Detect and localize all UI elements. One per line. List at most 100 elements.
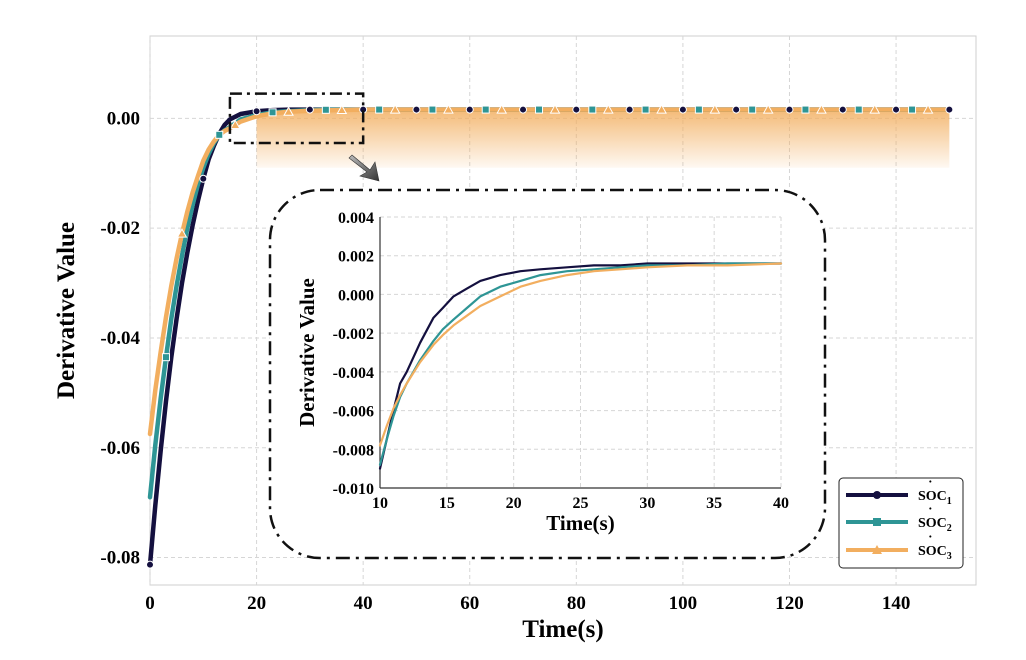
series-2-marker-1 [215, 130, 224, 139]
series-3-marker-0 [176, 228, 188, 238]
series-2-marker-5 [428, 105, 437, 114]
zoom-arrow-shape [348, 154, 380, 182]
series-1-marker-10 [678, 105, 687, 114]
series-2-marker-8 [588, 105, 597, 114]
inset-x-tick-2: 20 [506, 495, 522, 512]
inset-y-tick-7: 0.004 [338, 210, 374, 227]
inset-x-tick-0: 10 [372, 495, 388, 512]
series-1-marker-7 [519, 105, 528, 114]
series-3-marker-7 [549, 104, 561, 114]
y-tick-3: -0.02 [100, 218, 140, 239]
inset-series-line-1 [378, 262, 783, 470]
inset-plot: 10 15 20 25 30 35 40 -0.010 -0.008 -0.006 -0.004 -0… [295, 210, 789, 535]
series-1-marker-12 [785, 105, 794, 114]
main-plot: 0 20 40 60 80 100 120 140-0.08-0.06-0.04-0.020.… [53, 35, 977, 643]
series-2-marker-6 [481, 105, 490, 114]
legend-entry-1: SOC1 ˙ [846, 479, 952, 507]
inset-y-tick-5: 0.000 [338, 287, 374, 304]
inset-frame-rect [268, 188, 827, 560]
legend-accent-3: ˙ [928, 534, 933, 549]
series-2-marker-11 [748, 105, 757, 114]
inset-y-tick-0: -0.010 [333, 481, 374, 498]
inset-y-tick-6: 0.002 [338, 249, 374, 266]
zoom-rect [228, 92, 365, 145]
x-tick-2: 40 [354, 593, 373, 614]
inset-x-tick-5: 35 [706, 495, 722, 512]
series-1-marker-13 [838, 105, 847, 114]
y-tick-0: -0.08 [100, 548, 140, 569]
series-3-marker-3 [336, 104, 348, 115]
series-2-marker-4 [375, 105, 384, 114]
series-1-marker-2 [252, 107, 261, 116]
series-3-marker-2 [283, 106, 294, 116]
legend-sub-3: 3 [947, 551, 952, 562]
x-tick-3: 60 [460, 593, 479, 614]
series-1-marker-11 [732, 105, 741, 114]
series-2-marker-3 [321, 105, 330, 114]
x-tick-7: 140 [882, 593, 911, 614]
series-3-marker-6 [496, 104, 508, 114]
series-3-marker-14 [922, 104, 934, 114]
series-1-marker-14 [892, 105, 901, 114]
x-axis-label: Time(s) [522, 616, 603, 643]
series-1-marker-5 [412, 105, 421, 114]
inset-x-tick-4: 30 [639, 495, 655, 512]
legend-accent-1: ˙ [928, 479, 933, 494]
series-1-marker-6 [465, 105, 474, 114]
series-2-marker-9 [641, 105, 650, 114]
x-tick-5: 100 [669, 593, 698, 614]
series-3-marker-4 [389, 104, 401, 114]
inset-y-tick-4: -0.002 [333, 326, 374, 343]
steady-state-band [256, 109, 950, 168]
y-tick-4: 0.00 [107, 108, 140, 129]
x-tick-0: 0 [145, 593, 155, 614]
series-3-marker-10 [709, 104, 721, 114]
legend-base-3: SOC [918, 544, 947, 559]
y-tick-1: -0.06 [100, 438, 140, 459]
legend-sub-1: 1 [947, 496, 952, 507]
series-1-marker-3 [305, 105, 314, 114]
zoom-region-box [228, 92, 365, 145]
x-tick-6: 120 [775, 593, 804, 614]
inset-x-tick-3: 25 [573, 495, 589, 512]
series-2-marker-0 [161, 353, 170, 362]
inset-frame [268, 188, 827, 560]
series-3-marker-9 [656, 104, 667, 114]
legend-base-2: SOC [918, 516, 947, 531]
series-2-marker-13 [854, 105, 863, 114]
series-1-marker-8 [572, 105, 581, 114]
series-3-marker-13 [869, 104, 881, 114]
legend-accent-2: ˙ [928, 506, 933, 521]
legend-label-3: SOC3 [918, 544, 952, 562]
legend-marker-3 [872, 545, 882, 554]
series-1-marker-0 [146, 560, 154, 569]
legend: SOC1 ˙ SOC2 ˙ SOC3 ˙ [838, 477, 964, 569]
inset-series-line-3 [378, 262, 783, 447]
series-2-marker-14 [908, 105, 917, 114]
legend-base-1: SOC [918, 489, 947, 504]
series-3-marker-11 [762, 104, 774, 114]
inset-y-tick-2: -0.006 [333, 404, 374, 421]
series-2-marker-2 [268, 108, 277, 117]
legend-label-2: SOC2 [918, 516, 952, 534]
legend-entry-3: SOC3 ˙ [846, 534, 952, 562]
x-tick-4: 80 [567, 593, 586, 614]
zoom-arrow [348, 154, 380, 182]
y-tick-2: -0.04 [100, 328, 140, 349]
series-2-marker-12 [801, 105, 810, 114]
inset-x-axis-label: Time(s) [546, 511, 614, 535]
x-tick-1: 20 [247, 593, 266, 614]
series-1-marker-1 [199, 174, 208, 183]
series-1-marker-9 [625, 105, 634, 114]
series-3-marker-1 [229, 119, 241, 129]
inset-x-tick-1: 15 [439, 495, 455, 512]
legend-label-1: SOC1 [918, 489, 952, 507]
y-axis-label: Derivative Value [53, 222, 80, 399]
inset-y-axis-label: Derivative Value [295, 278, 319, 427]
inset-y-tick-3: -0.004 [333, 365, 374, 382]
series-3-marker-5 [443, 104, 454, 114]
series-2-marker-10 [694, 105, 703, 114]
legend-marker-2 [873, 518, 881, 526]
legend-marker-1 [873, 491, 881, 499]
